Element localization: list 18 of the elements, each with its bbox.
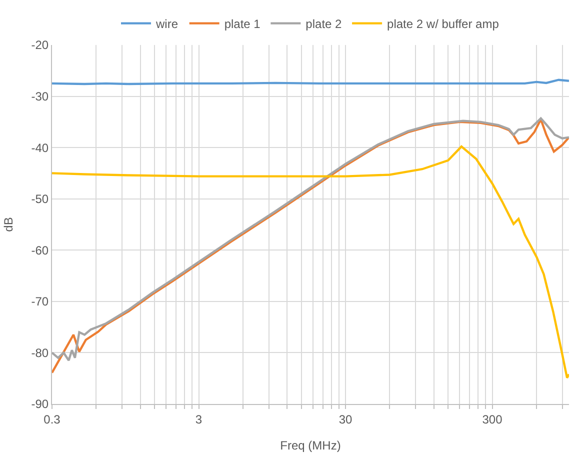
legend-label: plate 1 <box>224 17 261 31</box>
x-axis-title: Freq (MHz) <box>280 438 341 452</box>
legend-label: plate 2 <box>306 17 342 31</box>
x-tick-label: 0.3 <box>44 412 61 426</box>
x-tick-label: 3 <box>195 412 202 426</box>
x-tick-label: 30 <box>338 412 353 426</box>
legend-label: wire <box>155 17 178 31</box>
y-tick-label: -50 <box>31 192 49 206</box>
y-tick-label: -80 <box>31 346 49 360</box>
y-tick-label: -90 <box>31 397 49 412</box>
y-axis-title: dB <box>2 217 16 232</box>
x-tick-label: 300 <box>482 412 503 426</box>
y-tick-label: -20 <box>31 38 49 52</box>
legend-label: plate 2 w/ buffer amp <box>387 17 500 31</box>
y-tick-label: -60 <box>31 243 49 258</box>
y-tick-label: -40 <box>31 140 49 155</box>
y-tick-label: -30 <box>31 89 49 104</box>
y-tick-label: -70 <box>31 294 49 309</box>
